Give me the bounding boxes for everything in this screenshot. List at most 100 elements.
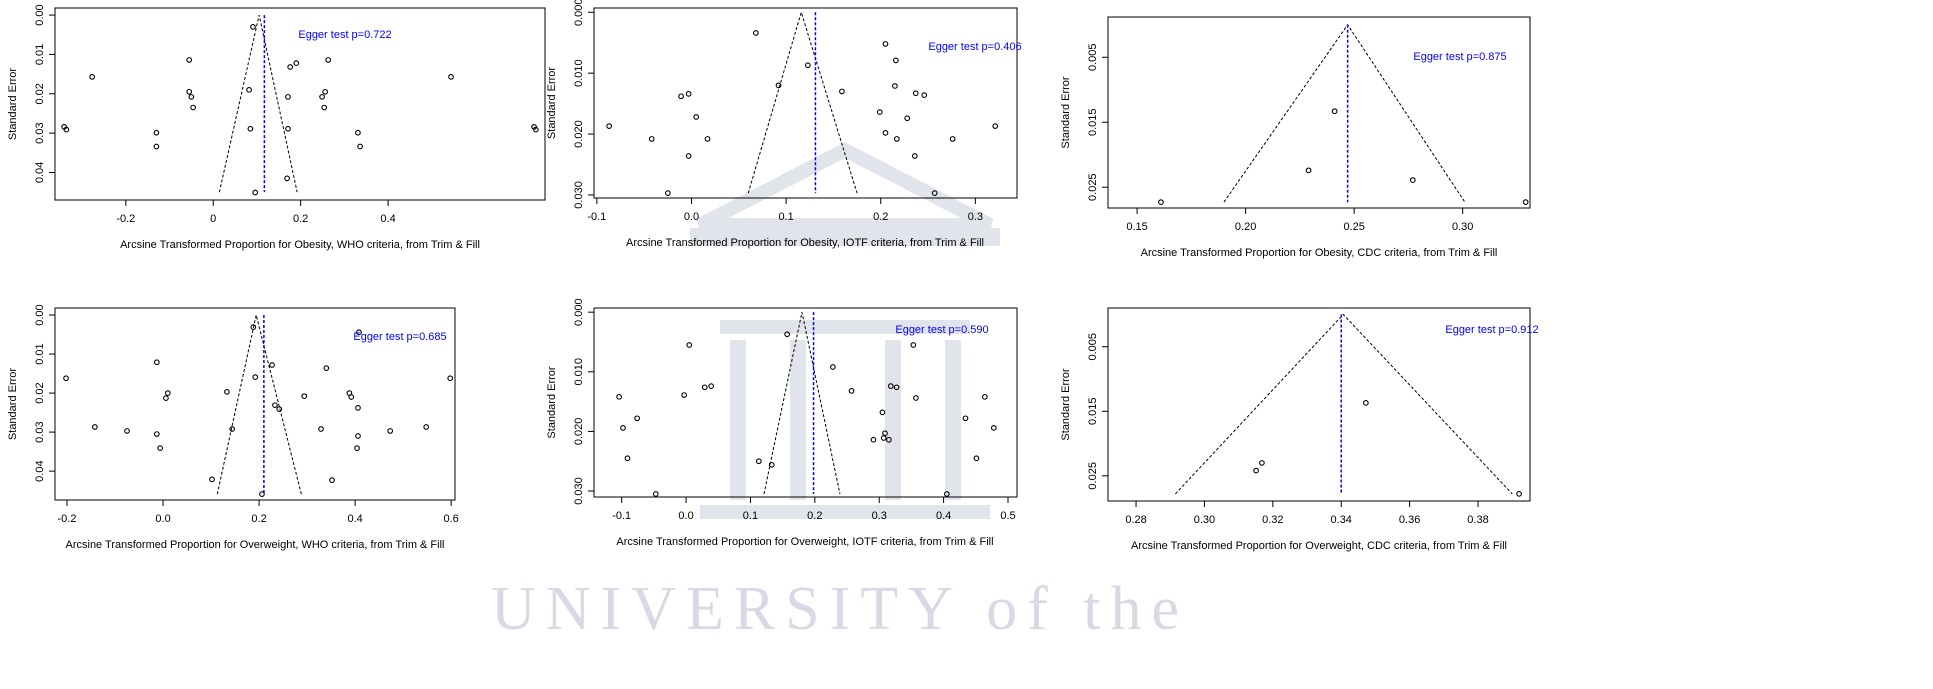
study-point <box>532 126 539 133</box>
study-point <box>1259 460 1265 466</box>
study-point <box>664 190 671 196</box>
study-point <box>229 426 236 432</box>
funnel-line <box>218 14 298 193</box>
study-point <box>322 88 328 95</box>
x-tick-label: 0.6 <box>444 513 459 525</box>
study-point <box>701 384 708 391</box>
study-point <box>616 393 622 400</box>
study-point <box>912 90 919 97</box>
study-point <box>269 362 275 368</box>
study-point <box>911 153 918 159</box>
study-point <box>164 390 171 396</box>
x-axis-label: Arcsine Transformed Proportion for Obesi… <box>626 237 984 249</box>
x-tick-label: 0.1 <box>743 510 758 522</box>
study-point <box>624 455 631 462</box>
y-tick-label: 0.02 <box>34 382 46 403</box>
study-point <box>1305 167 1312 174</box>
study-point <box>708 383 715 389</box>
study-point <box>92 424 98 430</box>
study-point <box>693 114 700 120</box>
y-axis-label: Standard Error <box>7 68 19 140</box>
x-tick-label: 0.0 <box>155 513 170 525</box>
x-axis-label: Arcsine Transformed Proportion for Obesi… <box>120 239 480 251</box>
study-point <box>356 329 362 336</box>
x-axis-label: Arcsine Transformed Proportion for Overw… <box>616 536 993 548</box>
y-tick-label: 0.04 <box>34 460 46 481</box>
x-tick-label: 0.3 <box>872 510 887 522</box>
funnel-plot: 0.15 0.20 0.25 0.30 0.005 0.015 0.025 Arcsine T… <box>1060 16 1531 259</box>
study-point <box>354 445 360 451</box>
study-point <box>163 395 169 401</box>
study-point <box>876 109 883 115</box>
study-point <box>893 136 900 142</box>
study-point <box>879 409 886 416</box>
egger-annotation: Egger test p=0.590 <box>895 324 988 336</box>
plot-frame <box>593 7 1018 199</box>
study-point <box>893 384 900 391</box>
x-tick-label: -0.2 <box>58 513 77 525</box>
study-point <box>63 126 70 133</box>
study-point <box>209 476 215 483</box>
x-tick-label: 0.4 <box>936 510 951 522</box>
study-point <box>250 324 257 330</box>
x-tick-label: 0.5 <box>1000 510 1015 522</box>
study-point <box>910 342 917 348</box>
y-tick-label: 0.005 <box>1087 44 1099 72</box>
y-tick-label: 0.01 <box>34 44 46 65</box>
study-point <box>973 455 980 462</box>
study-point <box>830 364 836 370</box>
study-point <box>285 125 291 132</box>
x-tick-label: 0.2 <box>807 510 822 522</box>
study-point <box>893 57 899 64</box>
study-point <box>246 86 252 93</box>
study-point <box>990 424 997 431</box>
study-point <box>355 129 361 136</box>
study-point <box>943 491 950 497</box>
study-point <box>1331 108 1338 115</box>
x-tick-label: 0.0 <box>684 211 699 223</box>
study-point <box>153 431 160 437</box>
x-tick-label: 0.4 <box>380 213 395 225</box>
study-point <box>272 402 278 409</box>
study-point <box>685 91 692 97</box>
study-point <box>247 125 254 132</box>
y-axis-label: Standard Error <box>1060 76 1072 148</box>
y-axis-label: Standard Error <box>1060 368 1072 440</box>
study-point <box>882 129 889 136</box>
y-tick-label: 0.03 <box>34 421 46 442</box>
study-point <box>768 461 775 468</box>
study-point <box>250 24 256 30</box>
study-point <box>153 129 160 136</box>
study-point <box>1363 400 1369 406</box>
study-point <box>319 94 325 100</box>
study-point <box>252 189 259 196</box>
study-point <box>752 30 759 36</box>
study-point <box>921 92 928 98</box>
study-point <box>681 392 687 398</box>
plot-frame <box>1107 16 1531 209</box>
study-point <box>775 82 782 89</box>
study-point <box>882 41 889 47</box>
study-point <box>153 359 160 366</box>
study-point <box>276 406 283 412</box>
x-tick-label: 0.30 <box>1452 221 1473 233</box>
study-point <box>259 491 265 497</box>
x-tick-label: 0.38 <box>1467 514 1488 526</box>
study-point <box>355 433 361 439</box>
study-point <box>1158 199 1164 206</box>
y-tick-label: 0.015 <box>1087 108 1099 136</box>
y-tick-label: 0.015 <box>1087 398 1099 426</box>
study-point <box>981 393 988 400</box>
study-point <box>186 57 193 63</box>
x-tick-label: 0.3 <box>968 211 983 223</box>
y-tick-label: 0.000 <box>573 0 585 26</box>
x-tick-label: 0.32 <box>1262 514 1283 526</box>
egger-annotation: Egger test p=0.912 <box>1445 324 1538 336</box>
y-tick-label: 0.000 <box>573 298 585 326</box>
study-point <box>224 389 230 395</box>
y-tick-label: 0.00 <box>34 4 46 25</box>
x-tick-label: -0.2 <box>116 213 135 225</box>
funnel-plot: 0.28 0.30 0.32 0.34 0.36 0.38 0.005 0.015 0.025 A… <box>1060 307 1539 552</box>
funnel-plot: -0.2 0.0 0.2 0.4 0.6 0.00 0.01 0.02 0.03 0.04 Arcs… <box>7 304 459 551</box>
study-point <box>892 83 898 89</box>
